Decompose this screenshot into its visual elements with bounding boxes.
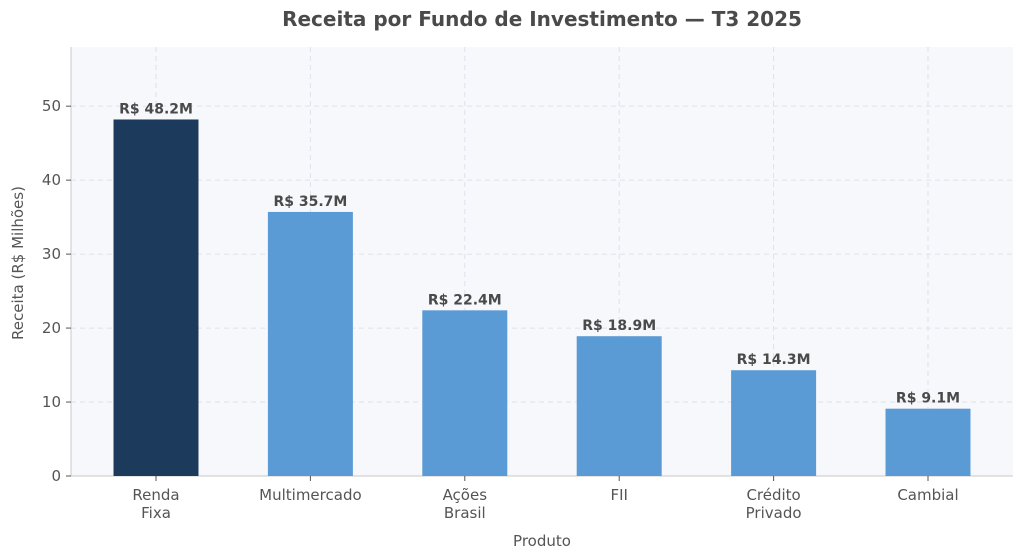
x-tick-label: Fixa <box>141 504 171 522</box>
y-tick-labels: 0 10 20 30 40 50 <box>42 97 71 485</box>
y-tick-label: 50 <box>42 97 61 115</box>
x-tick-label: Multimercado <box>259 486 361 504</box>
y-tick-label: 10 <box>42 393 61 411</box>
x-tick-label: Cambial <box>897 486 958 504</box>
bar <box>267 211 353 476</box>
bar <box>731 370 817 476</box>
bar <box>576 336 662 476</box>
x-tick-label: Brasil <box>444 504 486 522</box>
bar-value-label: R$ 9.1M <box>896 391 960 407</box>
grid-lines <box>71 47 1013 476</box>
plot-background <box>71 47 1013 476</box>
x-tick-label: Renda <box>132 486 179 504</box>
bar <box>422 310 508 476</box>
bar <box>113 119 199 476</box>
bar-value-label: R$ 22.4M <box>428 292 502 308</box>
x-tick-label: Ações <box>443 486 488 504</box>
bar-value-label: R$ 14.3M <box>737 352 811 368</box>
bars <box>113 119 971 476</box>
bar-value-label: R$ 35.7M <box>273 194 347 210</box>
bar-value-label: R$ 18.9M <box>582 318 656 334</box>
x-axis-label: Produto <box>513 532 571 550</box>
bar <box>885 408 971 476</box>
x-tick-label: Crédito <box>746 486 800 504</box>
y-tick-label: 20 <box>42 319 61 337</box>
y-axis-label: Receita (R$ Milhões) <box>9 186 27 340</box>
bar-value-label: R$ 48.2M <box>119 101 193 117</box>
chart-title: Receita por Fundo de Investimento — T3 2… <box>282 7 802 31</box>
y-tick-label: 30 <box>42 245 61 263</box>
x-tick-label: Privado <box>746 504 802 522</box>
x-tick-label: FII <box>610 486 627 504</box>
y-tick-label: 0 <box>51 467 61 485</box>
y-tick-label: 40 <box>42 171 61 189</box>
data-labels: R$ 48.2M R$ 35.7M R$ 22.4M R$ 18.9M R$ 14.3M… <box>119 101 960 406</box>
